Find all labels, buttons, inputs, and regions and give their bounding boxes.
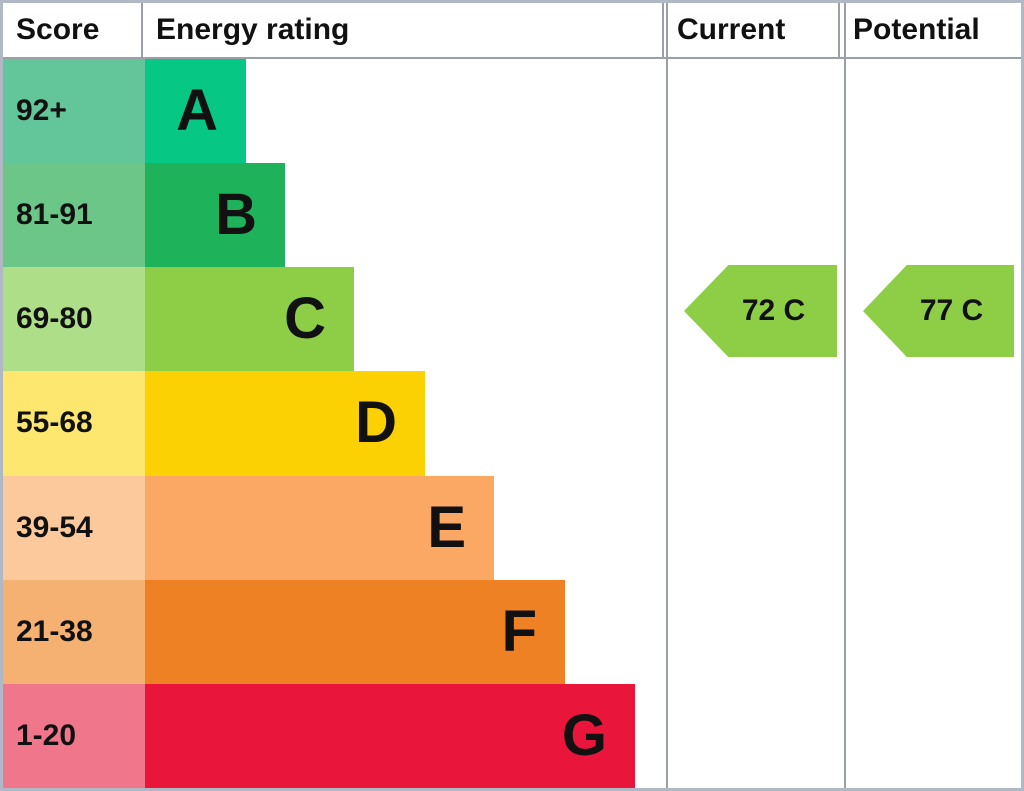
band-score-range: 1-20	[3, 683, 145, 788]
header-row: Score Energy rating Current Potential	[3, 3, 1021, 59]
band-bar: D	[145, 371, 425, 476]
bands-area: 92+ A 81-91 B 69-80 C 55-68 D 39-54 E 21…	[3, 59, 1021, 788]
band-row: 39-54 E	[3, 475, 1021, 580]
band-bar: B	[145, 163, 285, 268]
band-bar: C	[145, 267, 354, 372]
band-row: 1-20 G	[3, 683, 1021, 788]
band-score-range: 92+	[3, 59, 145, 164]
band-letter: E	[427, 494, 466, 560]
band-letter: F	[501, 598, 537, 664]
band-row: 69-80 C	[3, 267, 1021, 372]
band-score-range: 69-80	[3, 267, 145, 372]
band-score-range: 21-38	[3, 579, 145, 684]
band-row: 55-68 D	[3, 371, 1021, 476]
band-row: 21-38 F	[3, 579, 1021, 684]
band-bar: A	[145, 59, 246, 164]
band-letter: A	[176, 78, 218, 144]
band-row: 92+ A	[3, 59, 1021, 164]
band-bar: F	[145, 579, 565, 684]
band-letter: B	[215, 182, 257, 248]
header-current: Current	[664, 3, 840, 57]
divider-current-potential	[844, 3, 846, 788]
band-letter: D	[355, 390, 397, 456]
divider-energy-current	[666, 3, 668, 788]
band-letter: G	[561, 702, 607, 768]
band-score-range: 39-54	[3, 475, 145, 580]
potential-rating-label: 77 C	[919, 294, 984, 327]
band-score-range: 81-91	[3, 163, 145, 268]
band-bar: G	[145, 683, 635, 788]
current-rating-label: 72 C	[741, 294, 806, 327]
band-letter: C	[284, 286, 326, 352]
band-row: 81-91 B	[3, 163, 1021, 268]
band-bar: E	[145, 475, 494, 580]
header-energy-rating: Energy rating	[143, 3, 664, 57]
header-potential: Potential	[853, 13, 980, 46]
band-score-range: 55-68	[3, 371, 145, 476]
header-score: Score	[3, 3, 143, 57]
